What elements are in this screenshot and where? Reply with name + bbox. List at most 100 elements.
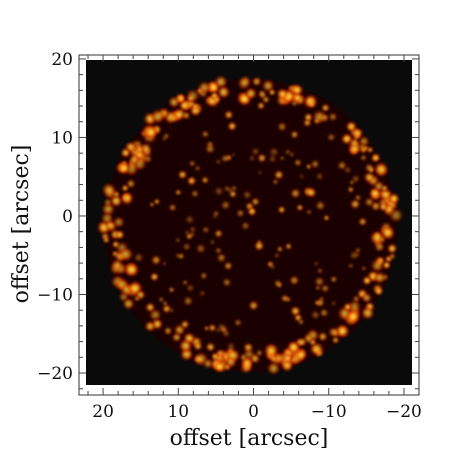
interior-blob: [277, 246, 283, 252]
rim-blob: [258, 89, 266, 98]
interior-blob: [269, 147, 279, 157]
interior-blob: [183, 296, 193, 306]
interior-blob: [249, 155, 255, 162]
rim-blob: [318, 331, 328, 342]
interior-blob: [290, 188, 301, 199]
interior-blob: [272, 179, 279, 185]
interior-blob: [306, 164, 312, 170]
rim-blob: [214, 75, 228, 89]
interior-blob: [306, 187, 317, 198]
rim-blob: [268, 89, 276, 96]
interior-blob: [202, 226, 210, 234]
rim-blob: [223, 363, 231, 371]
interior-blob: [351, 174, 360, 184]
rim-blob: [163, 326, 173, 335]
interior-blob: [205, 143, 216, 154]
rim-blob: [382, 261, 391, 270]
interior-blob: [285, 243, 292, 250]
x-axis-title: offset [arcsec]: [170, 426, 329, 451]
rim-blob: [118, 247, 134, 262]
rim-blob: [328, 326, 339, 338]
rim-blob: [150, 109, 166, 124]
rim-blob: [276, 88, 289, 100]
interior-blob: [182, 242, 191, 251]
rim-blob: [124, 262, 140, 278]
interior-blob: [150, 272, 159, 281]
interior-blob: [247, 206, 257, 216]
rim-blob: [121, 184, 129, 192]
rim-blob: [101, 182, 116, 197]
interior-blob: [251, 197, 260, 206]
interior-blob: [314, 300, 320, 306]
rim-blob: [373, 271, 386, 284]
interior-blob: [189, 226, 197, 233]
interior-blob: [221, 154, 229, 163]
interior-blob: [194, 165, 201, 172]
rim-blob: [374, 161, 389, 177]
rim-blob: [239, 353, 247, 361]
interior-blob: [330, 276, 337, 283]
rim-blob: [121, 194, 128, 201]
interior-blob: [201, 176, 209, 184]
rim-blob: [117, 162, 131, 175]
interior-blob: [251, 147, 260, 156]
interior-blob: [257, 102, 265, 110]
interior-blob: [200, 272, 208, 280]
interior-blob: [187, 176, 197, 186]
interior-blob: [175, 237, 181, 243]
interior-blob: [133, 252, 144, 263]
interior-blob: [289, 275, 300, 286]
interior-blob: [315, 172, 324, 181]
interior-blob: [151, 255, 162, 265]
interior-blob: [215, 328, 221, 333]
rim-blob: [134, 144, 145, 155]
rim-blob: [283, 353, 293, 364]
rim-blob: [321, 103, 330, 112]
interior-blob: [296, 204, 304, 211]
disk-haze: [103, 78, 398, 373]
y-tick-label: −20: [37, 364, 73, 384]
rim-blob: [308, 101, 315, 108]
interior-blob: [323, 215, 330, 221]
interior-blob: [199, 290, 206, 297]
rim-blob: [112, 190, 120, 198]
interior-blob: [314, 261, 319, 266]
rim-blob: [111, 259, 124, 272]
interior-blob: [277, 122, 287, 132]
interior-blob: [180, 320, 190, 329]
interior-blob: [215, 247, 222, 254]
interior-blob: [189, 160, 196, 167]
rim-blob: [380, 225, 395, 240]
rim-blob: [263, 343, 279, 358]
interior-blob: [331, 301, 336, 306]
rim-blob: [145, 302, 156, 313]
interior-blob: [315, 285, 321, 291]
rim-blob: [335, 323, 350, 339]
interior-blob: [178, 253, 185, 260]
rim-blob: [210, 91, 219, 100]
interior-blob: [281, 294, 289, 302]
interior-blob: [175, 189, 182, 196]
interior-blob: [209, 239, 215, 245]
rim-blob: [345, 121, 357, 132]
y-tick-labels: 20 10 0 −10 −20: [37, 50, 73, 384]
interior-blob: [216, 159, 221, 165]
rim-blob: [368, 166, 375, 173]
rim-blob: [182, 111, 191, 120]
interior-blob: [285, 149, 291, 155]
interior-blob: [350, 199, 361, 210]
y-tick-label: −10: [37, 285, 73, 305]
rim-blob: [343, 302, 352, 311]
rim-blob: [213, 360, 226, 373]
interior-blob: [294, 159, 302, 167]
rim-blob: [168, 96, 180, 108]
rim-blob: [135, 290, 146, 300]
interior-blob: [224, 110, 234, 120]
rim-blob: [172, 332, 182, 342]
interior-blob: [204, 325, 210, 331]
interior-blob: [216, 253, 227, 263]
rim-blob: [202, 358, 214, 369]
interior-blob: [257, 170, 263, 175]
rim-blob: [371, 153, 381, 163]
interior-blob: [248, 300, 259, 311]
